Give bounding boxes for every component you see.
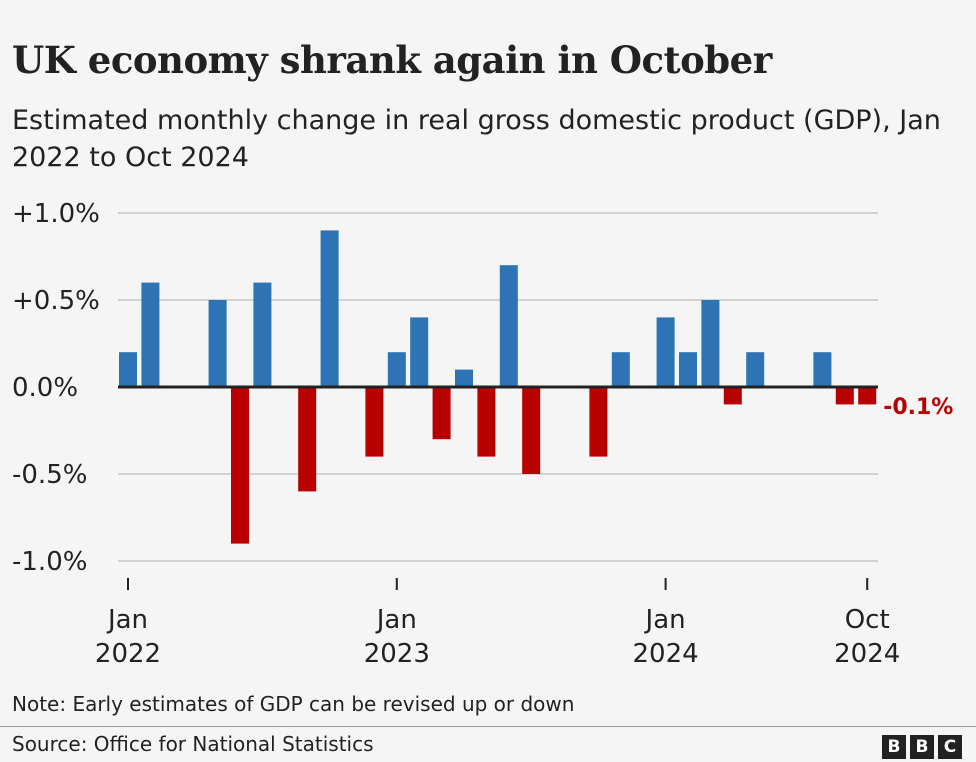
bar-sep-2024 — [835, 387, 854, 405]
bar-nov-2023 — [611, 352, 630, 387]
bar-dec-2022 — [365, 387, 384, 457]
bar-chart: +1.0% +0.5% 0.0% -0.5% -1.0% Jan 2022 Jan 2023 Ja… — [12, 199, 953, 669]
bar-feb-2023 — [410, 317, 429, 387]
bar-apr-2023 — [455, 369, 473, 387]
chart-subtitle: Estimated monthly change in real gross d… — [12, 105, 941, 173]
divider — [0, 726, 976, 727]
logo-letter: B — [882, 735, 906, 759]
bar-jun-2023 — [499, 265, 518, 387]
bbc-logo: B B C — [882, 735, 962, 759]
bar-mar-2023 — [432, 387, 451, 440]
annotation-label: -0.1% — [883, 395, 953, 420]
x-tick-label-year: 2024 — [633, 639, 699, 669]
bar-feb-2022 — [141, 282, 160, 387]
logo-letter: B — [910, 735, 934, 759]
bar-may-2022 — [208, 300, 227, 387]
bar-mar-2024 — [701, 300, 720, 387]
logo-letter: C — [938, 735, 962, 759]
bar-may-2024 — [746, 352, 765, 387]
bar-sep-2022 — [298, 387, 317, 492]
x-tick-label-year: 2023 — [364, 639, 430, 669]
bar-oct-2024 — [858, 387, 877, 405]
bar-apr-2024 — [723, 387, 742, 405]
y-tick-label: -0.5% — [12, 460, 87, 490]
chart-note: Note: Early estimates of GDP can be revi… — [12, 692, 575, 716]
source-text: Source: Office for National Statistics — [12, 732, 374, 756]
x-tick-label-year: 2024 — [834, 639, 900, 669]
chart-title: UK economy shrank again in October — [12, 38, 772, 82]
y-tick-label: -1.0% — [12, 547, 87, 577]
x-tick-label-month: Oct — [845, 605, 890, 635]
bar-oct-2022 — [320, 230, 339, 387]
y-tick-label: +0.5% — [12, 286, 100, 316]
x-tick-label-year: 2022 — [95, 639, 161, 669]
x-tick-label-month: Jan — [644, 605, 686, 635]
bar-jul-2023 — [522, 387, 541, 474]
bar-may-2023 — [477, 387, 496, 457]
bar-jan-2023 — [387, 352, 406, 387]
bar-jun-2022 — [231, 387, 249, 544]
x-tick-label-month: Jan — [106, 605, 148, 635]
y-tick-label: +1.0% — [12, 199, 100, 229]
bar-jul-2022 — [253, 282, 272, 387]
bar-jan-2024 — [656, 317, 675, 387]
y-tick-label: 0.0% — [12, 373, 78, 403]
bar-feb-2024 — [679, 352, 697, 387]
bar-aug-2024 — [813, 352, 832, 387]
bar-oct-2023 — [589, 387, 608, 457]
bar-jan-2022 — [119, 352, 137, 387]
x-tick-label-month: Jan — [375, 605, 417, 635]
